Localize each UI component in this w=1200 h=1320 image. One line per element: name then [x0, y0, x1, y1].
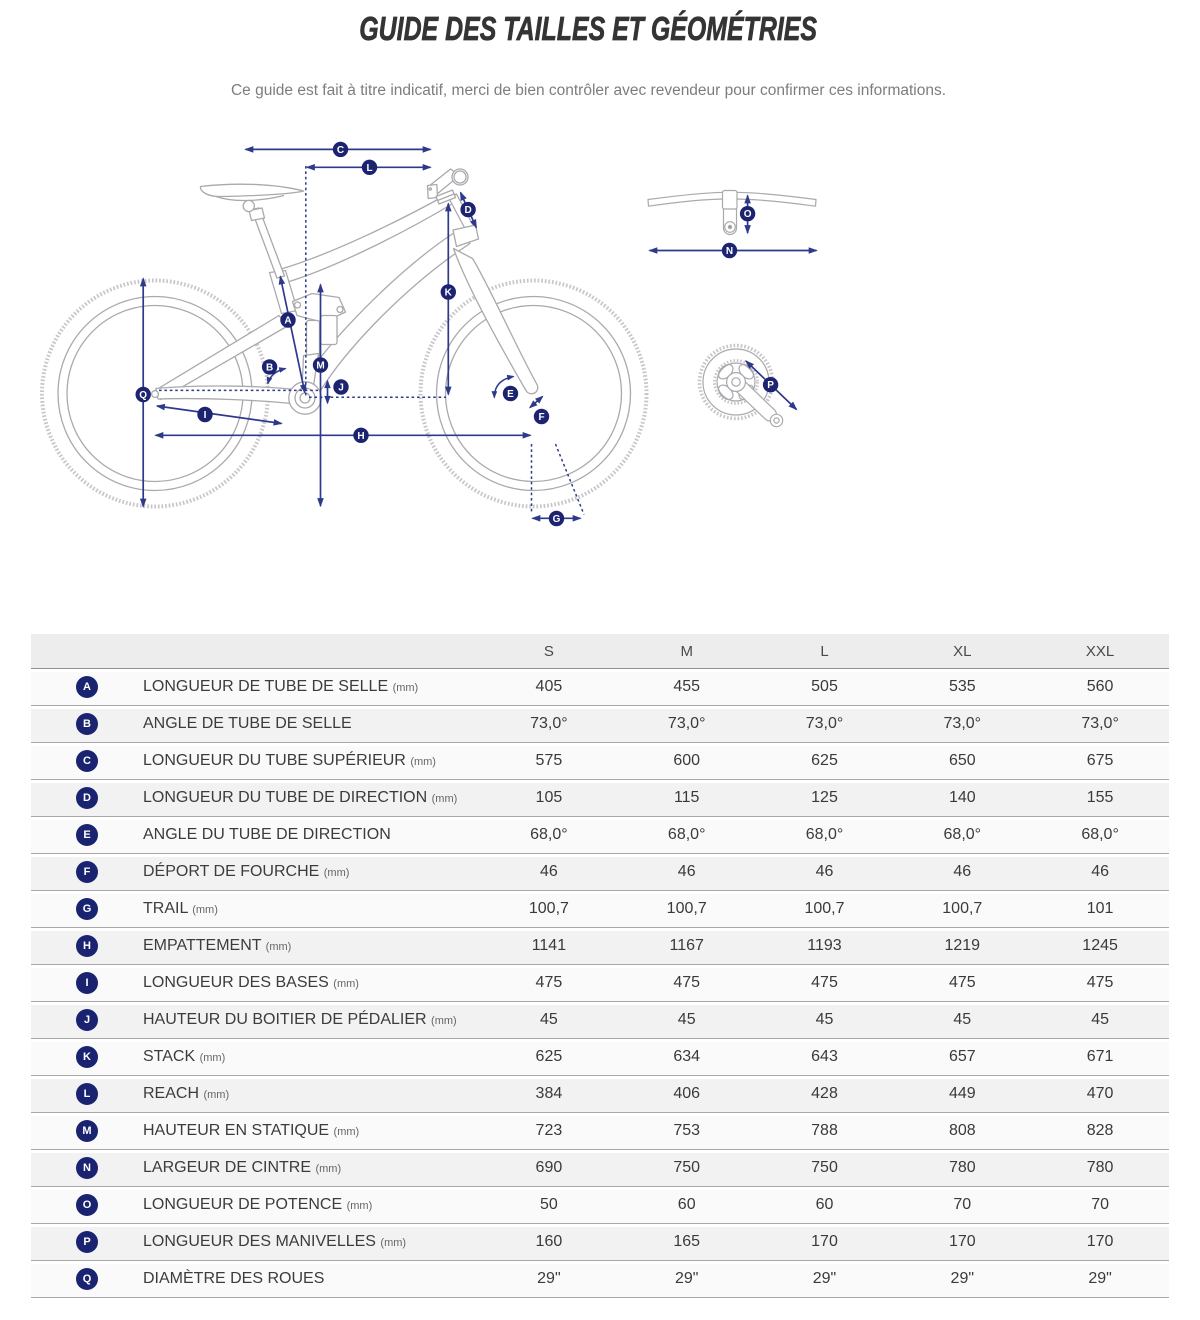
- svg-text:E: E: [507, 389, 514, 400]
- svg-text:H: H: [357, 431, 364, 442]
- svg-text:C: C: [337, 145, 344, 156]
- svg-text:P: P: [767, 380, 774, 391]
- svg-text:K: K: [445, 288, 453, 299]
- svg-text:B: B: [266, 362, 273, 373]
- svg-text:G: G: [553, 514, 561, 525]
- svg-text:I: I: [204, 410, 207, 421]
- svg-text:L: L: [366, 163, 372, 174]
- svg-text:F: F: [538, 412, 544, 423]
- svg-text:J: J: [338, 383, 344, 394]
- svg-text:Q: Q: [139, 390, 147, 401]
- svg-text:D: D: [464, 205, 471, 216]
- svg-text:M: M: [316, 361, 324, 372]
- svg-text:N: N: [726, 246, 733, 257]
- svg-text:A: A: [284, 316, 291, 327]
- svg-text:O: O: [744, 209, 752, 220]
